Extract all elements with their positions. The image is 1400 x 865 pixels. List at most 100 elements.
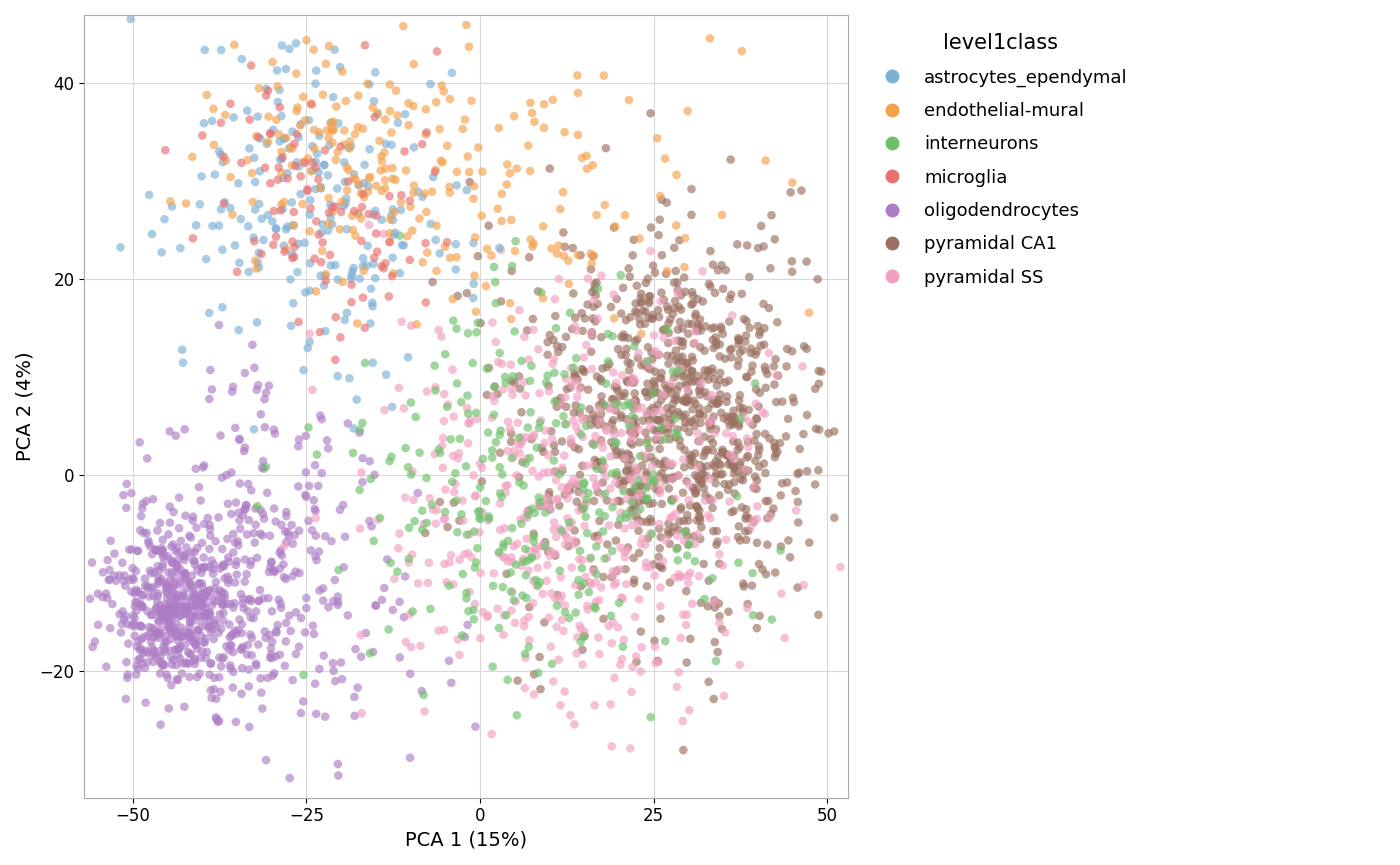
Point [134,644,157,657]
Point [647,228,669,242]
Point [239,628,262,642]
Point [158,702,181,715]
Point [804,381,826,395]
Point [211,155,234,169]
Point [672,514,694,528]
Point [595,141,617,155]
Point [378,235,400,249]
Point [288,432,311,446]
Point [561,241,584,255]
Point [258,591,280,605]
Point [514,510,536,524]
Point [743,433,766,447]
Point [148,516,171,530]
Point [587,282,609,296]
Point [613,474,636,488]
Point [301,156,323,170]
Point [568,544,591,558]
Point [662,471,685,485]
Point [503,540,525,554]
Point [365,245,388,259]
Point [371,593,393,606]
Point [706,379,728,393]
Point [566,351,588,365]
Point [347,178,370,192]
Point [514,388,536,402]
Point [398,96,420,110]
Point [556,382,578,396]
Point [466,249,489,263]
Point [734,524,756,538]
Point [239,594,262,608]
Point [511,433,533,447]
Point [648,522,671,535]
Point [500,374,522,388]
Point [189,650,211,664]
Point [535,424,557,438]
Point [241,338,263,352]
Point [700,388,722,402]
Point [381,251,403,265]
Point [326,182,349,195]
Point [543,547,566,561]
Point [258,110,280,124]
Point [722,410,745,424]
Point [734,411,756,425]
Point [585,540,608,554]
Point [416,516,438,530]
Point [659,376,682,390]
Point [455,183,477,197]
Point [580,327,602,341]
Point [539,503,561,516]
Point [165,629,188,643]
Point [214,108,237,122]
Point [580,551,602,565]
Point [181,629,203,643]
Point [336,160,358,174]
Point [246,551,269,565]
Point [389,650,412,664]
Point [309,408,332,422]
Point [666,366,689,380]
Point [379,556,402,570]
Point [456,407,479,420]
Point [580,578,602,592]
Point [574,570,596,584]
Point [358,78,381,92]
Point [501,260,524,273]
Point [483,407,505,421]
Point [648,541,671,555]
Point [626,463,648,477]
Point [195,588,217,602]
Point [314,269,336,283]
Point [190,561,213,575]
Point [241,649,263,663]
Point [533,98,556,112]
Point [87,586,109,600]
Point [160,596,182,610]
Point [722,462,745,476]
Point [84,635,106,649]
Point [213,195,235,209]
Point [577,603,599,617]
Point [736,449,759,463]
Point [287,439,309,453]
Point [217,497,239,510]
Point [398,552,420,566]
Point [351,122,374,136]
Point [728,420,750,433]
Point [441,362,463,376]
Point [588,593,610,607]
Point [153,606,175,620]
Point [571,487,594,501]
Point [245,659,267,673]
Point [346,317,368,330]
Point [368,134,391,148]
Point [540,241,563,255]
Point [269,134,291,148]
Point [284,159,307,173]
Point [434,348,456,362]
Point [680,458,703,472]
Point [573,483,595,497]
Point [721,458,743,472]
